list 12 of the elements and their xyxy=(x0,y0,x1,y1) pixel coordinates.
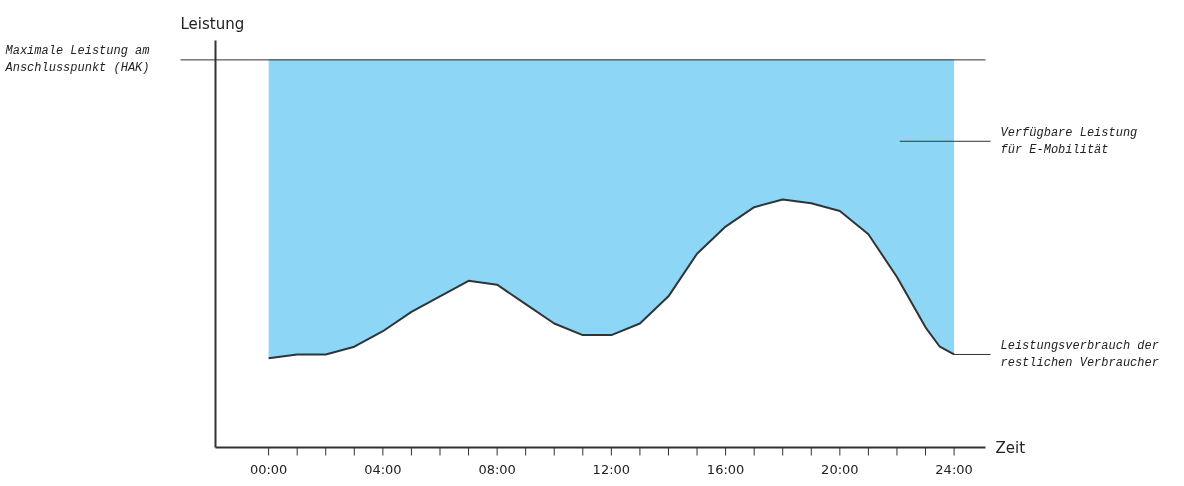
x-tick-label: 16:00 xyxy=(706,461,745,477)
x-tick-label: 24:00 xyxy=(935,461,973,477)
text: Verfügbare Leistung für E-Mobilität xyxy=(1000,125,1138,157)
x-tick-label: 12:00 xyxy=(592,461,631,477)
x-tick-label: 20:00 xyxy=(821,461,859,477)
x-tick-label: 00:00 xyxy=(249,461,288,477)
x-tick-label: 08:00 xyxy=(478,461,516,477)
text: Leistungsverbrauch der restlichen Verbraucher xyxy=(1000,339,1159,370)
x-axis-title: Zeit xyxy=(995,438,1026,457)
y-axis-title: Leistung xyxy=(180,14,245,33)
ref-line-label: Maximale Leistung am Anschlusspunkt (HAK) xyxy=(4,44,150,76)
x-tick-label: 04:00 xyxy=(364,461,402,477)
